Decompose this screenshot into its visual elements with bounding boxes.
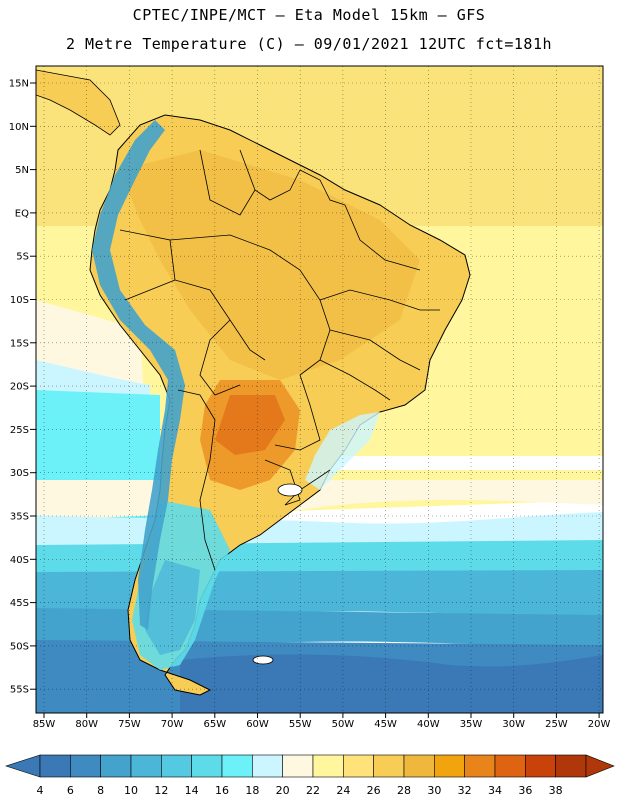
longitude-labels: 85W 80W 75W 70W 65W 60W 55W 50W 45W 40W 35W 30W 25W 2… — [33, 713, 611, 730]
lake — [252, 655, 274, 665]
lon-label: 50W — [332, 719, 355, 730]
lon-label: 65W — [203, 719, 226, 730]
colorbar-swatch — [130, 754, 162, 778]
colorbar-label: 4 — [37, 784, 44, 797]
map-subtitle: 2 Metre Temperature (C) – 09/01/2021 12U… — [65, 35, 553, 53]
colorbar-arrow-left — [5, 754, 41, 778]
colorbar-label: 18 — [245, 784, 259, 797]
country-borders — [119, 149, 440, 571]
colorbar-label: 10 — [124, 784, 138, 797]
lat-label: 20S — [10, 382, 29, 393]
central-america — [36, 69, 121, 136]
hot-region — [120, 150, 420, 380]
lon-label: 20W — [588, 719, 611, 730]
colorbar-label: 22 — [306, 784, 320, 797]
lat-label: 45S — [10, 598, 29, 609]
colorbar-label: 6 — [67, 784, 74, 797]
colorbar-swatch — [434, 754, 465, 778]
lat-label: 35S — [10, 512, 29, 523]
lat-label: 15N — [9, 79, 29, 90]
colorbar-arrow-right — [585, 754, 615, 778]
colorbar-label: 34 — [488, 784, 502, 797]
colorbar-swatch — [494, 754, 526, 778]
colorbar-label: 28 — [397, 784, 411, 797]
lat-label: EQ — [15, 208, 29, 219]
lon-label: 45W — [374, 719, 397, 730]
lon-label: 80W — [75, 719, 98, 730]
colorbar-label: 30 — [427, 784, 441, 797]
lat-label: 50S — [10, 641, 29, 652]
lat-label: 5N — [15, 165, 29, 176]
lat-label: 30S — [10, 468, 29, 479]
lon-label: 75W — [118, 719, 141, 730]
colorbar-swatch — [403, 754, 435, 778]
colorbar-swatch — [555, 754, 587, 778]
colorbar-swatch — [282, 754, 314, 778]
ocean-band — [180, 654, 603, 713]
colorbar-swatch — [161, 754, 192, 778]
colorbar-label: 14 — [185, 784, 199, 797]
lat-label: 40S — [10, 555, 29, 566]
lon-label: 55W — [289, 719, 312, 730]
colorbar-swatch — [252, 754, 283, 778]
colorbar-label: 12 — [154, 784, 168, 797]
lon-label: 70W — [161, 719, 184, 730]
colorbar-label: 20 — [276, 784, 290, 797]
colorbar: 4 6 8 10 12 14 16 18 20 22 24 26 28 30 32 34 36 38 — [5, 754, 615, 797]
colorbar-swatch — [70, 754, 101, 778]
lake — [277, 483, 303, 497]
lat-label: 10N — [9, 122, 29, 133]
colorbar-swatch — [373, 754, 405, 778]
colorbar-label: 16 — [215, 784, 229, 797]
ocean-band — [36, 540, 603, 575]
colorbar-label: 8 — [97, 784, 104, 797]
latitude-labels: 15N 10N 5N EQ 5S 10S 15S 20S 25S 30S 35S 40S 45S 50S 5… — [9, 79, 36, 696]
andes-ridge — [92, 120, 185, 630]
colorbar-label: 24 — [336, 784, 350, 797]
hot-region — [215, 395, 285, 455]
lon-label: 60W — [246, 719, 269, 730]
colorbar-swatch — [464, 754, 496, 778]
lat-label: 10S — [10, 295, 29, 306]
colorbar-swatch — [191, 754, 223, 778]
colorbar-label: 38 — [549, 784, 563, 797]
map-title: CPTEC/INPE/MCT – Eta Model 15km – GFS — [132, 6, 486, 24]
lat-label: 25S — [10, 425, 29, 436]
colorbar-swatch — [100, 754, 132, 778]
map-frame — [35, 65, 604, 714]
colorbar-label: 36 — [518, 784, 532, 797]
lat-label: 55S — [10, 685, 29, 696]
colorbar-swatch — [39, 754, 71, 778]
lon-label: 35W — [460, 719, 483, 730]
grid-lines — [36, 66, 603, 713]
lon-label: 30W — [502, 719, 525, 730]
lon-label: 40W — [417, 719, 440, 730]
colorbar-swatch — [343, 754, 374, 778]
colorbar-swatch — [221, 754, 253, 778]
patagonia — [145, 560, 200, 655]
lon-label: 85W — [33, 719, 56, 730]
lat-label: 5S — [16, 252, 29, 263]
lat-label: 15S — [10, 338, 29, 349]
cool-coast — [305, 412, 380, 490]
colorbar-swatch — [525, 754, 556, 778]
map-area — [36, 66, 603, 713]
lon-label: 25W — [545, 719, 568, 730]
colorbar-label: 32 — [458, 784, 472, 797]
colorbar-swatch — [312, 754, 344, 778]
colorbar-label: 26 — [367, 784, 381, 797]
